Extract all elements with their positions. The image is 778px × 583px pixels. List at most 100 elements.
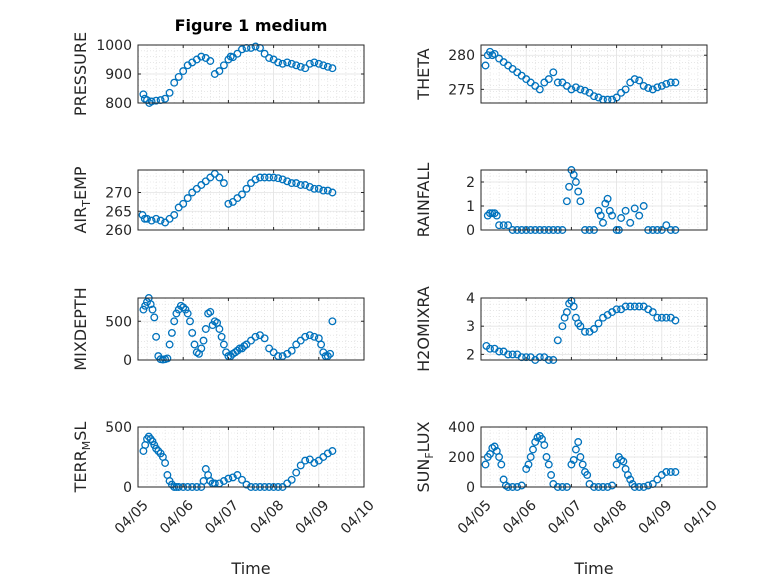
y-tick-label: 0 — [123, 480, 132, 496]
data-point — [301, 64, 310, 73]
data-point — [666, 468, 675, 476]
data-point — [522, 465, 531, 473]
data-point — [305, 331, 314, 340]
y-tick-label: 500 — [105, 420, 132, 436]
y-tick-label: 0 — [123, 353, 132, 369]
data-point — [170, 78, 179, 87]
data-point — [314, 184, 323, 193]
data-point — [301, 181, 310, 189]
data-point — [319, 61, 328, 70]
y-axis-label: THETA — [414, 48, 433, 100]
data-point — [206, 307, 215, 316]
x-tick-label: 04/07 — [545, 497, 585, 537]
data-point — [197, 52, 206, 61]
data-point — [504, 221, 513, 230]
data-point — [251, 175, 260, 184]
data-point — [565, 182, 574, 191]
axes-frame — [137, 169, 365, 231]
y-tick-label: 500 — [105, 314, 132, 330]
y-tick-label: 275 — [448, 82, 475, 98]
data-point — [612, 460, 621, 469]
data-point — [517, 353, 526, 362]
data-point — [571, 445, 580, 454]
data-point — [179, 67, 188, 76]
data-point — [274, 58, 283, 67]
data-point — [251, 332, 260, 341]
data-point — [644, 481, 653, 490]
data-point — [483, 211, 492, 220]
data-point — [581, 327, 589, 336]
data-point — [576, 453, 585, 461]
data-point — [314, 59, 323, 68]
data-point — [617, 214, 626, 222]
data-point — [540, 441, 549, 449]
data-point — [301, 456, 310, 465]
data-point — [569, 170, 578, 179]
data-point — [594, 93, 603, 102]
data-point — [150, 313, 159, 322]
data-point — [152, 332, 161, 341]
data-point — [260, 334, 269, 343]
data-point — [147, 216, 156, 225]
data-point — [269, 348, 278, 357]
series-points — [481, 47, 680, 104]
data-point — [590, 92, 598, 101]
x-tick-label: 04/07 — [202, 497, 242, 537]
data-point — [621, 85, 630, 94]
data-point — [305, 182, 314, 191]
data-point — [635, 211, 644, 220]
data-point — [328, 447, 337, 455]
data-point — [170, 317, 179, 326]
data-point — [626, 302, 635, 311]
data-point — [531, 438, 540, 446]
data-point — [608, 211, 617, 220]
data-point — [215, 67, 224, 76]
data-point — [215, 325, 224, 333]
data-point — [323, 62, 332, 71]
subplot-7: 0 500 TERRMSL 04/05 04/06 04/07 04/08 04/09 04/1… — [71, 420, 378, 537]
data-point — [648, 308, 657, 317]
data-point — [662, 468, 671, 476]
data-point — [147, 97, 156, 106]
subplot-2: 275 280 THETA — [414, 44, 708, 104]
y-tick-label: 200 — [448, 450, 475, 466]
y-axis-label: H2OMIXRA — [414, 286, 433, 372]
data-point — [547, 471, 556, 479]
data-point — [292, 340, 301, 349]
data-point — [287, 475, 296, 484]
data-point — [167, 480, 176, 489]
x-tick-label: 04/10 — [338, 497, 378, 537]
y-tick-label: 3 — [466, 319, 475, 335]
data-point — [183, 194, 192, 203]
data-point — [152, 96, 161, 105]
data-point — [558, 322, 567, 331]
data-point — [228, 473, 237, 482]
data-point — [310, 459, 319, 467]
y-tick-label: 2 — [466, 175, 475, 191]
data-point — [544, 75, 553, 84]
data-point — [504, 350, 513, 359]
x-tick-label: 04/09 — [636, 497, 676, 537]
data-point — [265, 173, 274, 182]
data-point — [310, 332, 319, 341]
data-point — [526, 453, 535, 461]
data-point — [601, 199, 610, 208]
x-tick-label: 04/09 — [293, 497, 333, 537]
data-point — [292, 61, 301, 70]
data-point — [274, 174, 283, 183]
y-axis-label: RAINFALL — [414, 163, 433, 238]
data-point — [662, 79, 671, 88]
data-point — [301, 332, 310, 341]
data-point — [522, 353, 531, 362]
data-point — [310, 184, 319, 193]
data-point — [524, 460, 533, 469]
data-point — [486, 209, 494, 218]
y-tick-label: 260 — [105, 223, 132, 239]
x-tick-label: 04/06 — [500, 497, 540, 537]
data-point — [219, 61, 228, 70]
x-axis-label-left: Time — [230, 559, 270, 578]
data-point — [578, 460, 587, 469]
subplot-5: 0 500 MIXDEPTH — [71, 287, 365, 371]
data-point — [542, 453, 551, 461]
